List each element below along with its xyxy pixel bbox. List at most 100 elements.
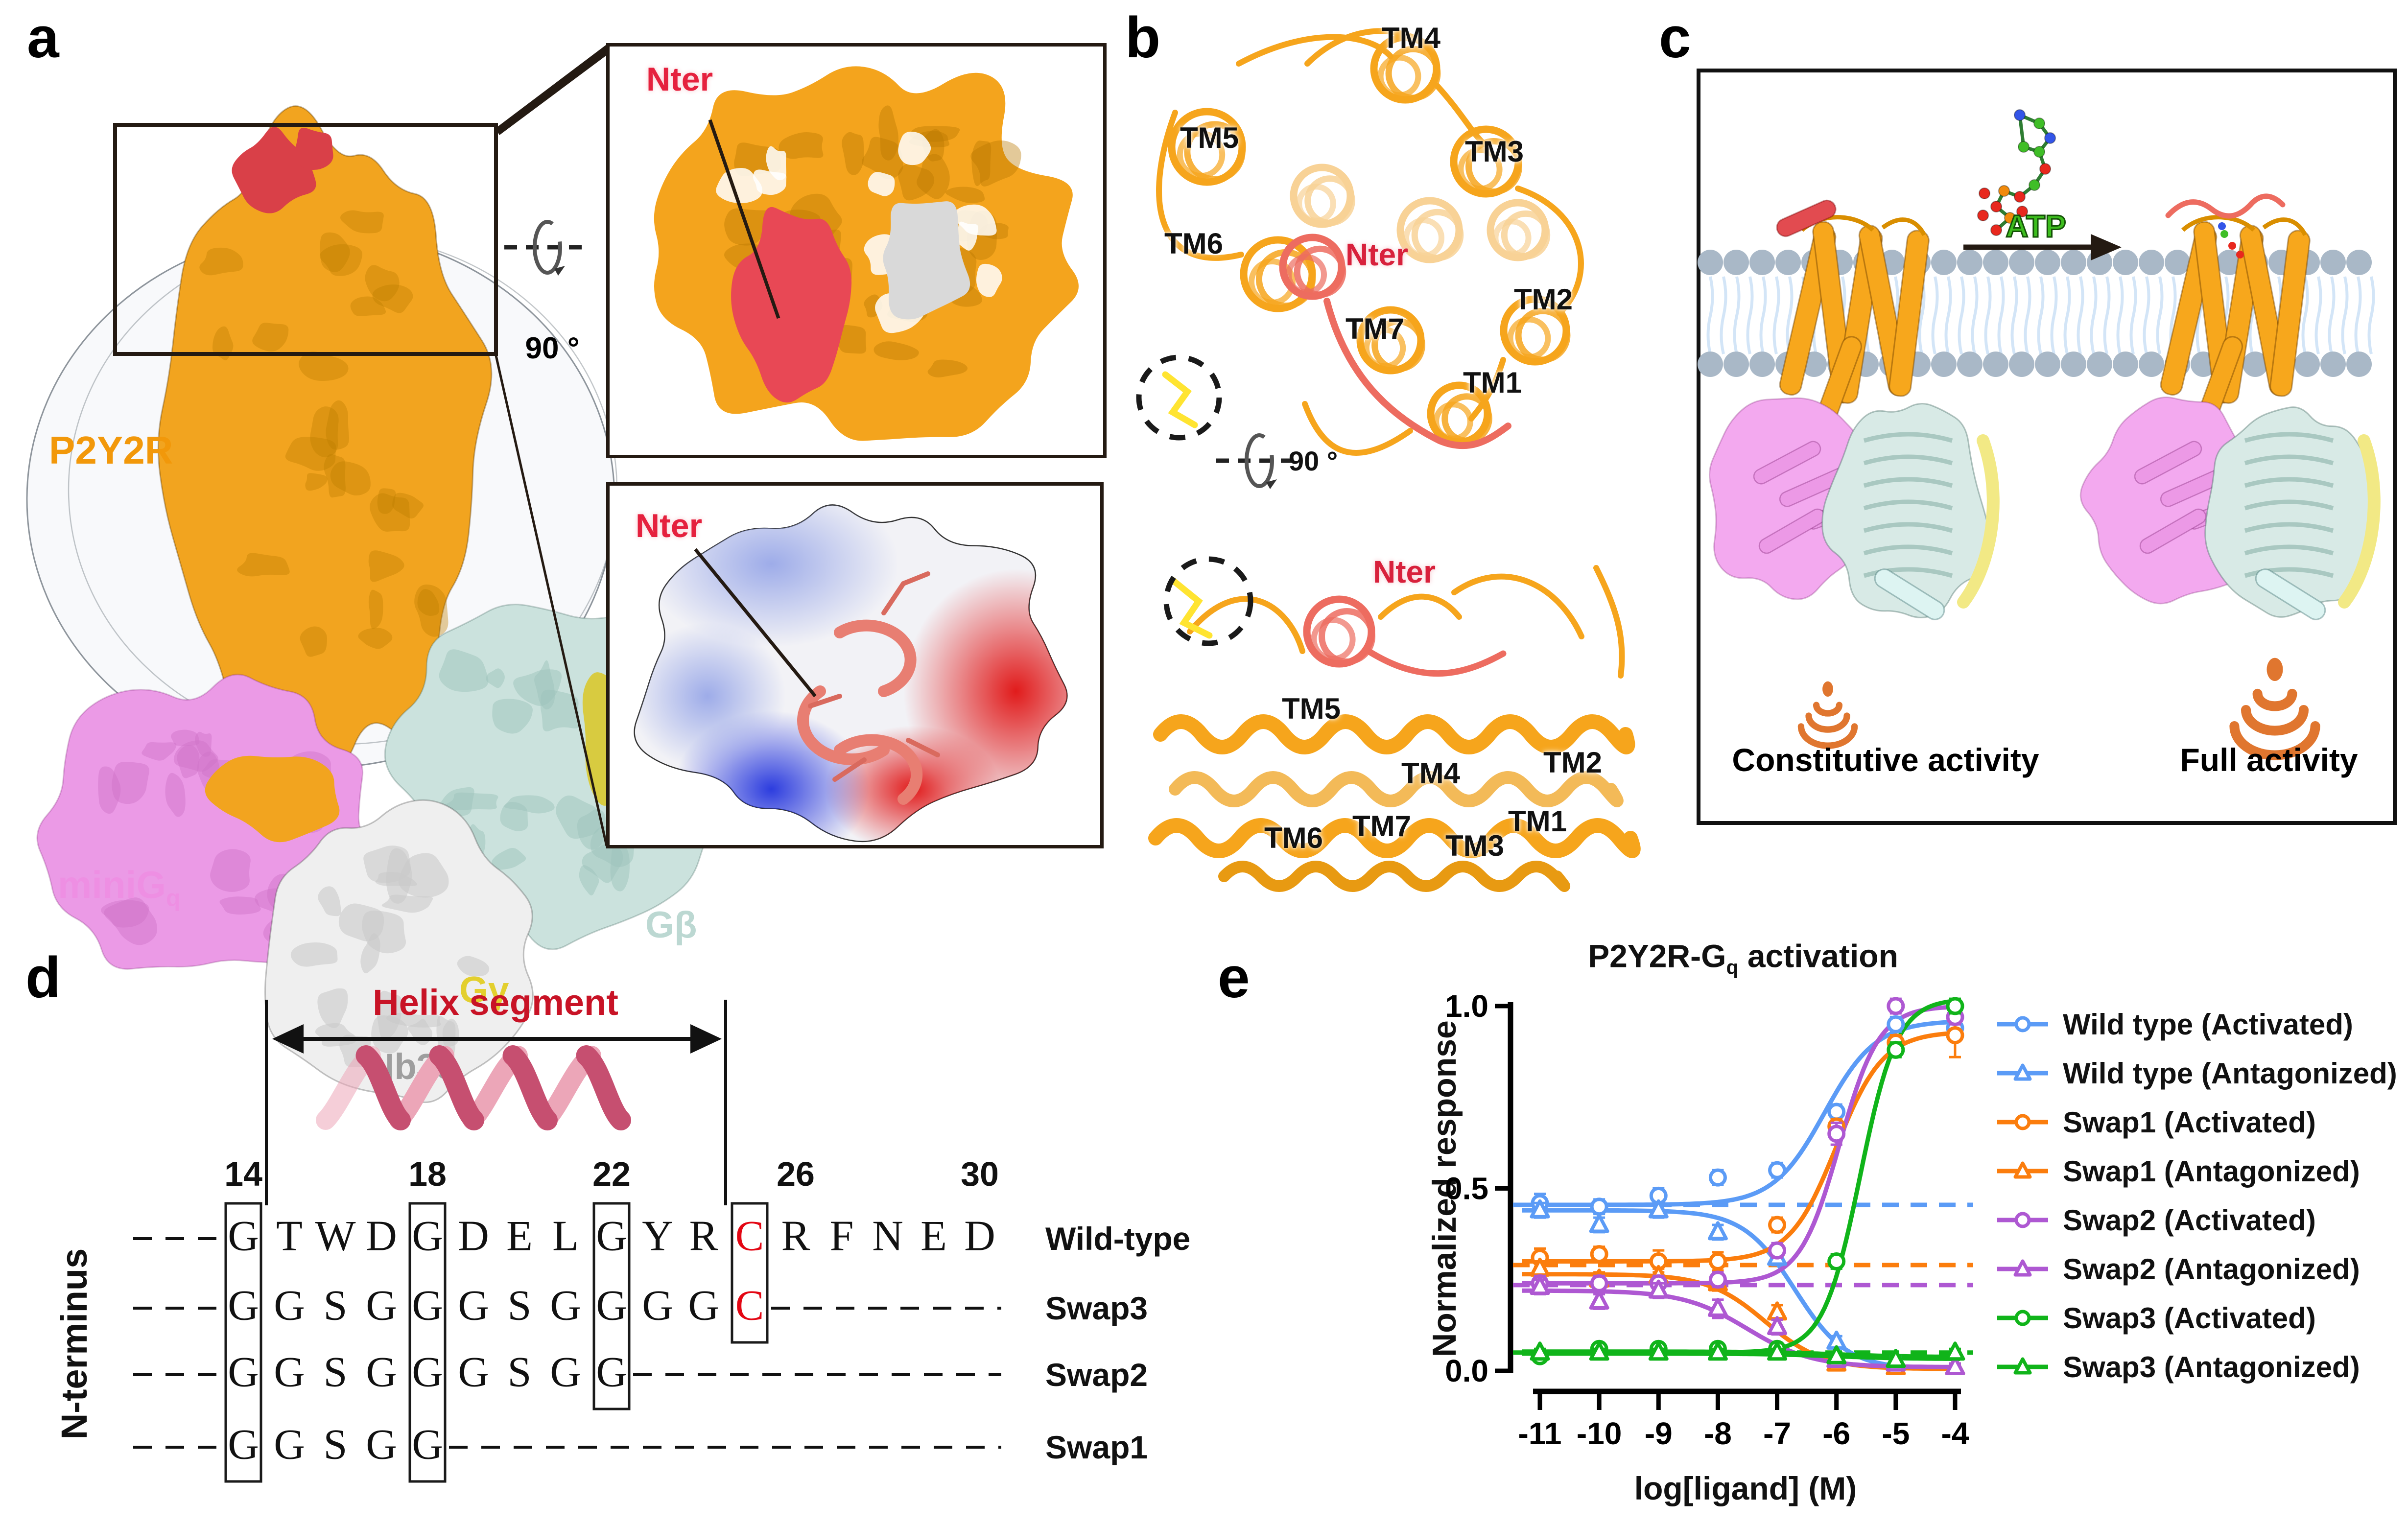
receptor-density-texture [350,296,386,316]
lipid-tail [1759,276,1767,354]
lipid-head [2009,352,2034,377]
mini-gq-density-texture [101,900,149,928]
tm2-helix [1515,307,1571,363]
sequence-residue: E [921,1212,947,1260]
tm2-label-bottom: TM2 [1543,746,1602,779]
g-beta-strand [1863,477,1953,488]
lipid-tail [1971,276,1979,354]
legend-label: Swap3 (Activated) [2063,1301,2316,1335]
sequence-residue: D [458,1212,489,1260]
inset-connector-line [494,353,608,846]
lipid-tail [1918,276,1926,354]
legend-marker-glyph [2014,1114,2031,1130]
signal-icon-large [2241,704,2309,736]
lipid-tail [1944,276,1952,354]
nb35-density-texture [290,942,338,967]
bound-atp [2218,222,2226,230]
lipid-head [1983,250,2008,275]
mini-gq-density-texture [98,766,121,814]
lipid-head [1983,352,2008,377]
conserved-column-box [731,1202,769,1344]
lipid-tail [2367,276,2375,354]
g-beta-density-texture [504,795,555,814]
lipid-head [2061,352,2086,377]
sequence-residue: G [412,1421,443,1469]
tm4-helix [1377,54,1421,98]
bound-atp [2228,242,2236,250]
g-beta-strand [2244,544,2334,556]
density-top-view-texture [971,141,992,187]
lipid-head [1749,250,1775,275]
lipid-head [2346,250,2372,275]
tm7-helix [1371,318,1425,372]
g-beta-strand [2244,567,2334,578]
lipid-tail [1984,276,1992,354]
lipid-head [1931,250,1957,275]
sequence-residue: S [323,1282,348,1330]
legend-marker-glyph [2013,1357,2032,1375]
lipid-head [1698,250,1723,275]
g-beta-density-texture [486,668,505,688]
receptor-density-texture [368,589,383,629]
mini-gq-density-texture [170,729,200,746]
data-point-triangle [1648,1199,1669,1219]
legend-entry: Swap1 (Antagonized) [1995,1154,2360,1188]
g-beta-label: Gβ [645,904,697,946]
data-point-triangle [1589,1290,1609,1310]
lipid-head [1957,250,1983,275]
chart-title: P2Y2R-Gq activation [1588,938,1898,979]
nter-helix-cartoon [1776,199,1837,237]
lipid-head [2346,352,2372,377]
lipid-tail [1958,276,1965,354]
arrow-head-left [272,1024,304,1054]
density-top-view-texture [861,137,903,180]
sequence-row-name: Swap3 [1045,1290,1148,1326]
density-top-view-texture [945,187,985,203]
residue-position-number: 26 [777,1155,815,1193]
mini-gq-density-texture [112,762,149,804]
lipid-head [2139,352,2164,377]
g-beta-cterm-helix [2255,568,2326,620]
lipid-head [1931,352,1957,377]
lipid-tail [2129,276,2137,354]
data-point-circle [1708,1168,1727,1187]
receptor-density-texture [340,210,384,234]
receptor-label: P2Y2R [49,428,173,472]
mini-gq-helix [1753,441,1821,485]
sequence-residue: G [228,1348,259,1396]
legend-entry: Wild type (Activated) [1995,1007,2353,1041]
nter-sidechain-stick [881,581,906,615]
legend-entry: Wild type (Antagonized) [1995,1056,2397,1090]
sequence-residue: G [228,1282,259,1330]
lipid-tail [1746,276,1754,354]
nter-helix-top [1286,254,1327,295]
density-top-view-texture [917,154,950,199]
sequence-residue: G [366,1348,397,1396]
signal-icon-large [2266,657,2283,681]
receptor-density-texture [414,584,449,637]
legend-label: Wild type (Activated) [2063,1008,2353,1041]
signal-icon-small [1797,723,1858,749]
nter-extended-cartoon [2165,193,2286,219]
receptor-density-texture [358,628,393,649]
legend-marker-glyph [2013,1063,2032,1081]
sequence-residue: G [412,1348,443,1396]
data-point-circle [1768,1216,1787,1234]
sequence-residue: R [781,1212,810,1260]
nb35-density-texture [457,956,490,977]
lipid-head [1723,352,1749,377]
full-activity-caption: Full activity [2180,742,2358,778]
dashed-circle-highlight [1163,556,1253,646]
nter-sidechain-stick [901,571,930,586]
lipid-head [1698,352,1723,377]
receptor-density-texture [392,493,424,519]
lipid-head [2320,250,2346,275]
receptor-density-texture [370,493,410,532]
sequence-residue: G [366,1421,397,1469]
nb35-density-texture [360,933,380,974]
helix-cartoon-front [355,1045,411,1130]
lipid-head [2113,352,2138,377]
lipid-tail [1720,276,1727,354]
g-beta-strand [1863,454,1953,466]
